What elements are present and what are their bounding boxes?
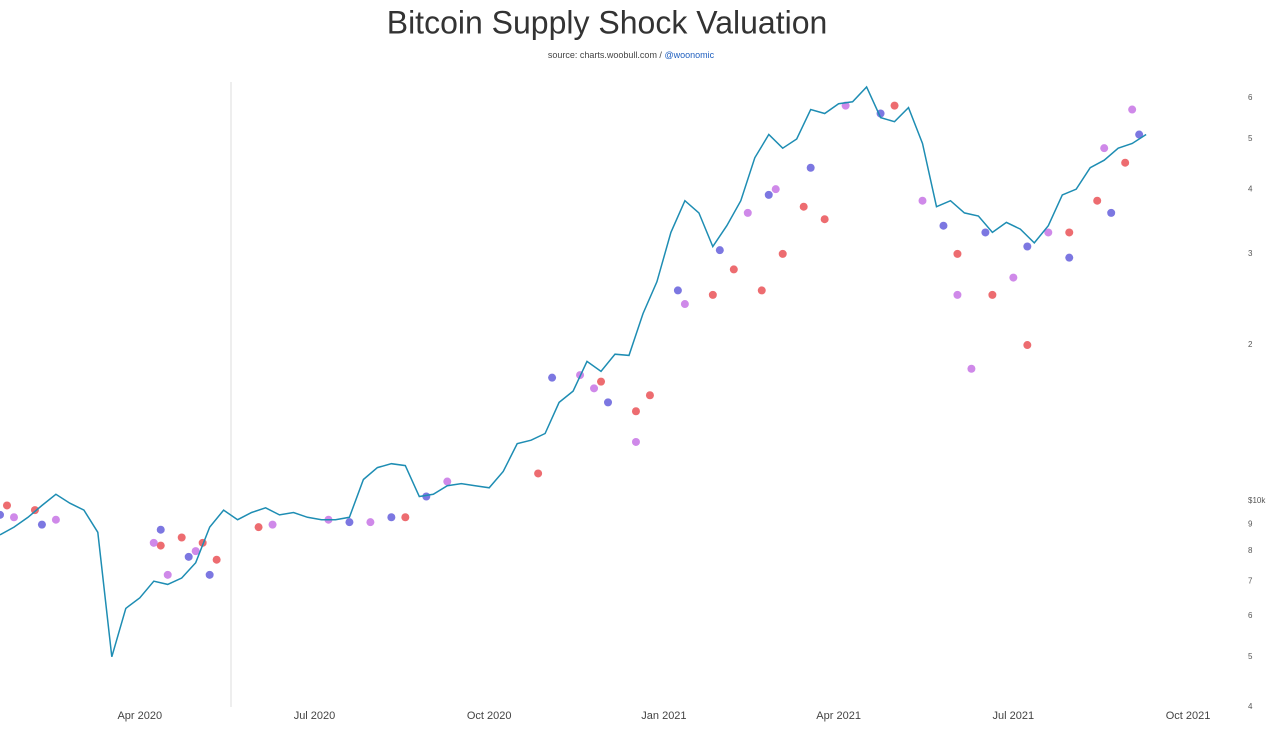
valuation-dot [1093, 196, 1102, 205]
x-tick-label: Jul 2021 [993, 710, 1035, 722]
valuation-dot [953, 290, 962, 299]
valuation-dot [9, 513, 18, 522]
y-tick-label: 7 [1248, 576, 1253, 585]
valuation-dot [1128, 105, 1137, 114]
x-tick-label: Jul 2020 [294, 710, 336, 722]
valuation-dot [673, 286, 682, 295]
y-tick-label: $10k [1248, 496, 1266, 505]
y-tick-label: 4 [1248, 184, 1253, 193]
chart-title: Bitcoin Supply Shock Valuation [387, 4, 828, 40]
valuation-dot [401, 513, 410, 522]
valuation-dot [729, 265, 738, 274]
valuation-dot [988, 290, 997, 299]
valuation-dot [708, 290, 717, 299]
valuation-dot [597, 377, 606, 386]
valuation-dot [0, 510, 4, 519]
valuation-dot [631, 407, 640, 416]
y-tick-label: 5 [1248, 134, 1253, 143]
valuation-dot [1065, 228, 1074, 237]
valuation-dot [757, 286, 766, 295]
valuation-dot [967, 364, 976, 373]
valuation-dot [918, 196, 927, 205]
valuation-dot [345, 518, 354, 527]
valuation-dot [156, 525, 165, 534]
valuation-dot [981, 228, 990, 237]
valuation-dot [1135, 130, 1144, 139]
valuation-dot [820, 215, 829, 224]
valuation-dot [645, 391, 654, 400]
chart-subtitle: source: charts.woobull.com / @woonomic [548, 50, 715, 60]
valuation-dot [205, 570, 214, 579]
valuation-dot [953, 249, 962, 258]
x-tick-label: Oct 2020 [467, 710, 512, 722]
subtitle-link[interactable]: @woonomic [664, 50, 714, 60]
valuation-dot [1009, 273, 1018, 282]
price-line [0, 85, 1147, 658]
y-tick-label: 6 [1248, 93, 1253, 102]
x-tick-label: Apr 2021 [816, 710, 861, 722]
valuation-dot [212, 555, 221, 564]
x-tick-label: Jan 2021 [641, 710, 686, 722]
x-tick-label: Oct 2021 [1166, 710, 1211, 722]
valuation-dot [1065, 253, 1074, 262]
valuation-dot [799, 202, 808, 211]
valuation-dot [1023, 341, 1032, 350]
valuation-dot [764, 190, 773, 199]
valuation-dot [268, 520, 277, 529]
valuation-dot [387, 513, 396, 522]
y-tick-label: 5 [1248, 652, 1253, 661]
y-tick-label: 6 [1248, 611, 1253, 620]
valuation-dot [1100, 144, 1109, 153]
valuation-dot [1044, 228, 1053, 237]
valuation-dot [2, 501, 11, 510]
valuation-dot [631, 437, 640, 446]
y-tick-label: 3 [1248, 249, 1253, 258]
subtitle-source: source: charts.woobull.com / [548, 50, 663, 60]
valuation-dot [1121, 158, 1130, 167]
valuation-dot [743, 208, 752, 217]
valuation-dot [1107, 208, 1116, 217]
valuation-dot [254, 523, 263, 532]
y-tick-label: 4 [1248, 702, 1253, 711]
valuation-dot [604, 398, 613, 407]
y-tick-label: 2 [1248, 340, 1253, 349]
valuation-dot [715, 246, 724, 255]
valuation-dot [590, 384, 599, 393]
valuation-dot [778, 249, 787, 258]
valuation-dot [177, 533, 186, 542]
valuation-dot [366, 518, 375, 527]
valuation-dot [680, 300, 689, 309]
valuation-dot [806, 163, 815, 172]
y-tick-label: 9 [1248, 520, 1253, 529]
valuation-dot [771, 185, 780, 194]
valuation-dot [191, 547, 200, 556]
valuation-dot [149, 538, 158, 547]
valuation-dot [443, 477, 452, 486]
valuation-dot [890, 101, 899, 110]
valuation-dot [939, 221, 948, 230]
valuation-dot [156, 541, 165, 550]
valuation-dot [534, 469, 543, 478]
valuation-dot [163, 570, 172, 579]
valuation-dot [51, 515, 60, 524]
valuation-dot [184, 552, 193, 561]
x-tick-label: Apr 2020 [117, 710, 162, 722]
y-tick-label: 8 [1248, 546, 1253, 555]
valuation-dot [1023, 242, 1032, 251]
valuation-dot [37, 520, 46, 529]
valuation-dot [548, 373, 557, 382]
